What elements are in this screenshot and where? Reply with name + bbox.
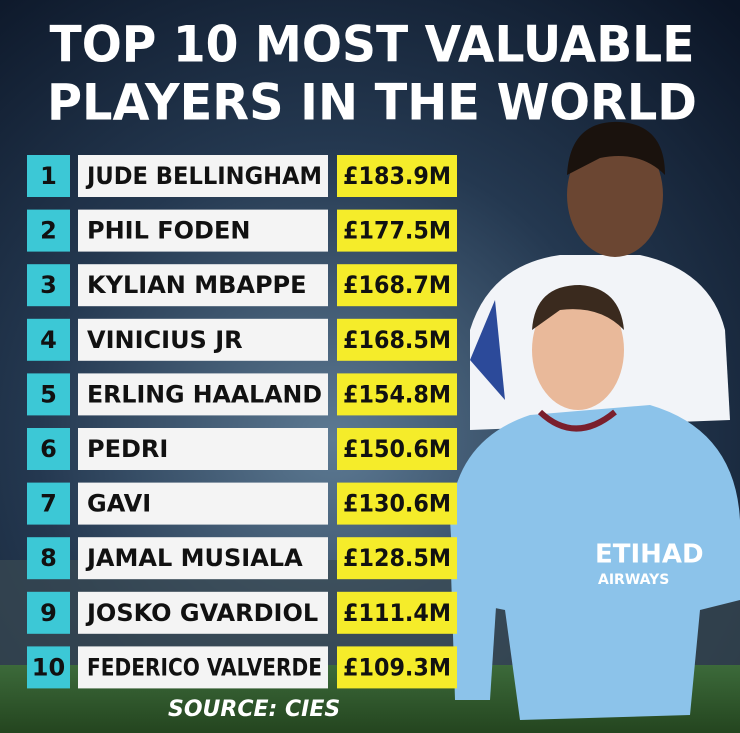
- value-box: [337, 591, 457, 634]
- rank-box: [27, 373, 70, 416]
- player-name: FEDERICO VALVERDE: [87, 653, 322, 681]
- value-box: [337, 373, 457, 416]
- rank-box: [27, 482, 70, 525]
- player-name: KYLIAN MBAPPE: [87, 271, 307, 299]
- player-value: £128.5M: [343, 544, 451, 572]
- player-name: JOSKO GVARDIOL: [85, 599, 318, 627]
- title-line: PLAYERS IN THE WORLD: [47, 74, 697, 132]
- source: SOURCE: CIES: [168, 697, 340, 722]
- value-box: [337, 155, 457, 197]
- name-box: [78, 591, 328, 634]
- rank-box: [27, 209, 70, 252]
- rank-box: [27, 264, 70, 307]
- player-name: JUDE BELLINGHAM: [85, 162, 322, 190]
- player-value: £168.7M: [343, 271, 451, 299]
- rank: 5: [40, 380, 57, 408]
- player-value: £168.5M: [343, 326, 451, 354]
- rank: 6: [40, 435, 57, 463]
- player-name: GAVI: [87, 490, 151, 518]
- value-box: [337, 209, 457, 252]
- title-line: TOP 10 MOST VALUABLE: [50, 16, 695, 74]
- rank: 2: [40, 217, 57, 245]
- value-box: [337, 482, 457, 525]
- name-box: [78, 373, 328, 416]
- player-value: £150.6M: [343, 435, 451, 463]
- rank: 8: [40, 544, 57, 572]
- name-box: [78, 537, 328, 580]
- name-box: [78, 428, 328, 470]
- rank: 4: [40, 326, 57, 354]
- rank: 10: [32, 653, 65, 681]
- value-box: [337, 646, 457, 689]
- player-name: PEDRI: [87, 435, 168, 463]
- player-value: £130.6M: [343, 490, 451, 518]
- rank-box: [27, 428, 70, 470]
- value-box: [337, 318, 457, 361]
- value-box: [337, 264, 457, 307]
- player-value: £154.8M: [343, 380, 451, 408]
- rank-box: [27, 591, 70, 634]
- rank-box: [27, 318, 70, 361]
- players-illustration: ETIHAD AIRWAYS: [450, 121, 740, 720]
- rank: 9: [40, 599, 57, 627]
- player-name: VINICIUS JR: [87, 326, 243, 354]
- player-name: PHIL FODEN: [87, 217, 250, 245]
- player-value: £183.9M: [343, 162, 451, 190]
- player-value: £111.4M: [343, 599, 451, 627]
- player-name: ERLING HAALAND: [87, 380, 322, 408]
- rank: 3: [40, 271, 57, 299]
- sponsor-logo: AIRWAYS: [598, 572, 669, 588]
- rank-box: [27, 155, 70, 197]
- sponsor-logo: ETIHAD: [595, 540, 704, 570]
- rank-box: [27, 537, 70, 580]
- name-box: [78, 482, 328, 525]
- player-name: JAMAL MUSIALA: [85, 544, 303, 572]
- player-value: £109.3M: [343, 653, 451, 681]
- value-box: [337, 537, 457, 580]
- value-box: [337, 428, 457, 470]
- name-box: [78, 264, 328, 307]
- table: 1 JUDE BELLINGHAM £183.9M 2 PHIL FODEN £177.5…: [27, 155, 457, 689]
- name-box: [78, 318, 328, 361]
- name-box: [78, 209, 328, 252]
- rank-box: [27, 646, 70, 689]
- rank: 7: [40, 490, 57, 518]
- player-value: £177.5M: [343, 217, 451, 245]
- name-box: [78, 155, 328, 197]
- name-box: [78, 646, 328, 689]
- rank: 1: [40, 162, 57, 190]
